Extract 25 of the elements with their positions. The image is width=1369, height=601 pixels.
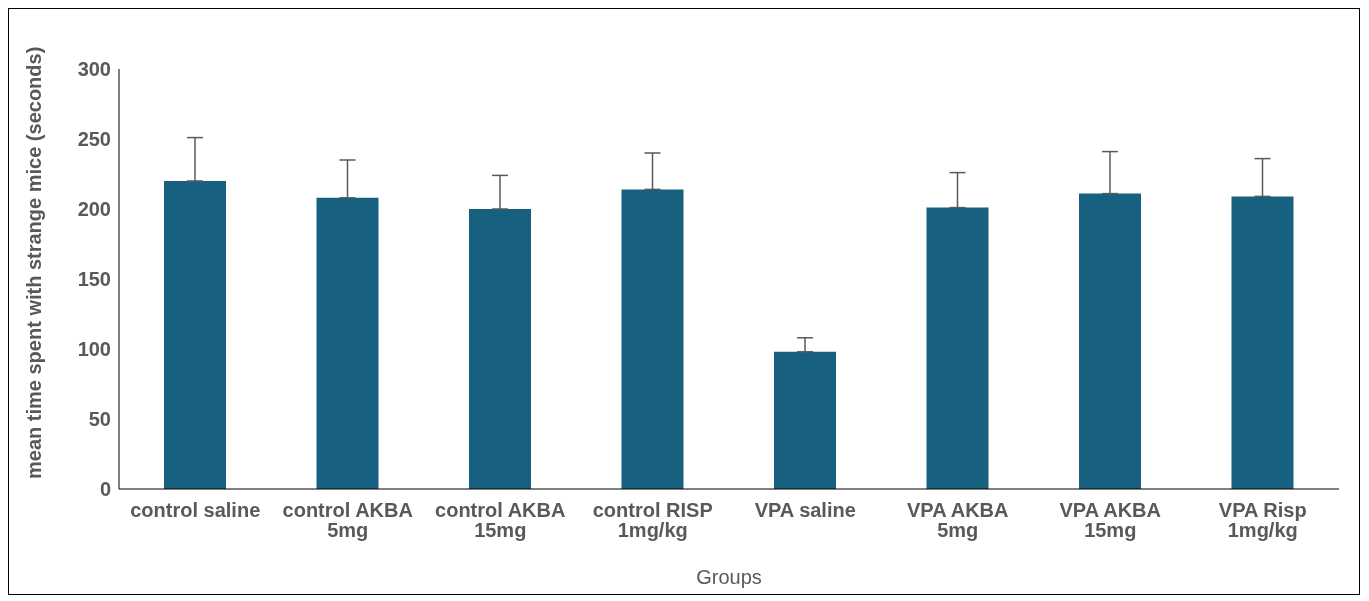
y-tick-label: 100 (77, 338, 111, 361)
bar (164, 181, 226, 489)
x-tick-label: control AKBA 5mg (282, 499, 413, 542)
x-tick-label: VPA AKBA 15mg (1059, 499, 1161, 542)
bar (469, 209, 531, 489)
y-tick-label: 250 (77, 128, 111, 151)
y-axis-title: mean time spent with strange mice (seconds) (23, 46, 46, 479)
x-tick-label: control AKBA 15mg (435, 499, 566, 542)
y-tick-label: 200 (77, 198, 111, 221)
bar (774, 351, 836, 489)
y-tick-label: 50 (88, 408, 111, 431)
x-tick-label: VPA saline (754, 499, 856, 522)
y-tick-label: 300 (77, 58, 111, 81)
bar (1231, 196, 1294, 489)
bar (926, 207, 989, 489)
x-tick-label: control saline (130, 499, 261, 522)
bar (316, 197, 379, 489)
bar (621, 189, 684, 489)
x-tick-label: control RISP 1mg/kg (592, 499, 713, 542)
bar (1079, 193, 1141, 489)
x-axis-title: Groups (696, 566, 762, 588)
y-tick-label: 0 (99, 478, 111, 501)
y-tick-label: 150 (77, 268, 111, 291)
x-tick-label: VPA Risp 1mg/kg (1218, 499, 1307, 542)
x-tick-label: VPA AKBA 5mg (907, 499, 1009, 542)
